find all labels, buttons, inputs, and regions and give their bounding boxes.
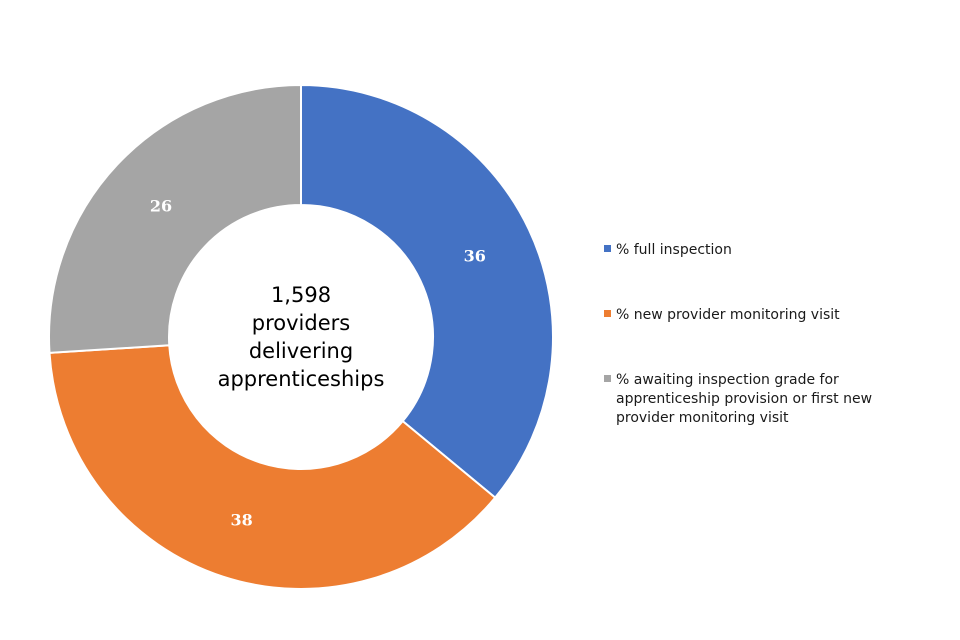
legend-entry-2: % awaiting inspection grade for apprentic… bbox=[604, 372, 872, 426]
legend-swatch-0 bbox=[604, 245, 611, 252]
legend-entry-0: % full inspection bbox=[604, 242, 732, 258]
slice-value-label-1: 38 bbox=[231, 511, 253, 530]
legend: % full inspection % new provider monitori… bbox=[604, 242, 872, 426]
donut-slice-0 bbox=[300, 83, 554, 500]
legend-entry-1: % new provider monitoring visit bbox=[604, 307, 840, 323]
slice-value-label-2: 26 bbox=[150, 197, 172, 216]
legend-swatch-1 bbox=[604, 310, 611, 317]
legend-label-1: % new provider monitoring visit bbox=[616, 307, 840, 323]
legend-swatch-2 bbox=[604, 375, 611, 382]
data-labels-layer: 36 38 26 bbox=[150, 197, 486, 530]
center-label-line-1: providers bbox=[252, 311, 350, 335]
donut-slice-2 bbox=[48, 83, 302, 354]
legend-label-0: % full inspection bbox=[616, 242, 732, 258]
center-label-line-2: delivering bbox=[249, 339, 353, 363]
slice-value-label-0: 36 bbox=[464, 246, 486, 265]
center-label-line-3: apprenticeships bbox=[218, 367, 385, 391]
center-label: 1,598 providers delivering apprenticeships bbox=[218, 283, 385, 391]
donut-slice-1 bbox=[48, 344, 497, 590]
center-label-line-0: 1,598 bbox=[271, 283, 331, 307]
slices-layer bbox=[48, 83, 554, 590]
legend-label-2: % awaiting inspection grade for apprentic… bbox=[616, 372, 872, 426]
